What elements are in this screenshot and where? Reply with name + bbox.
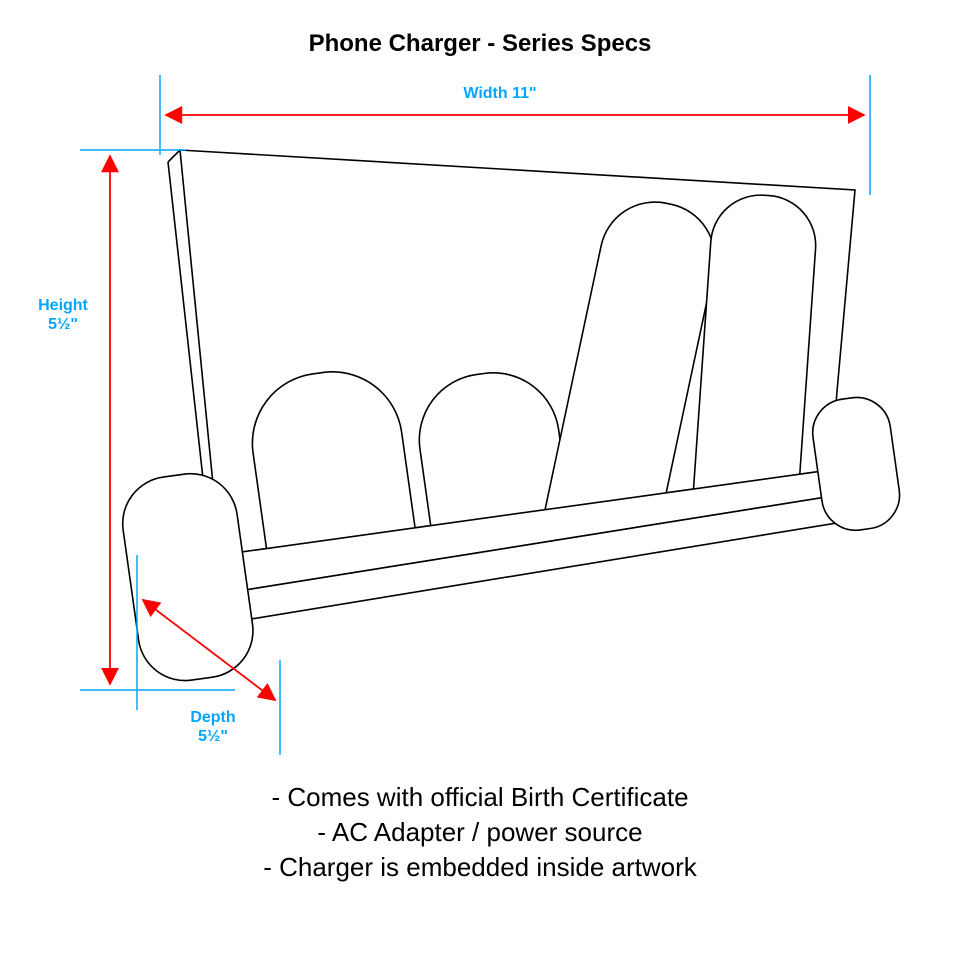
bullet-1: - Comes with official Birth Certificate: [0, 780, 960, 815]
spec-sheet: Phone Charger - Series Specs Width 11" H…: [0, 0, 960, 960]
bullet-2: - AC Adapter / power source: [0, 815, 960, 850]
bullet-list: - Comes with official Birth Certificate …: [0, 780, 960, 885]
bullet-3: - Charger is embedded inside artwork: [0, 850, 960, 885]
